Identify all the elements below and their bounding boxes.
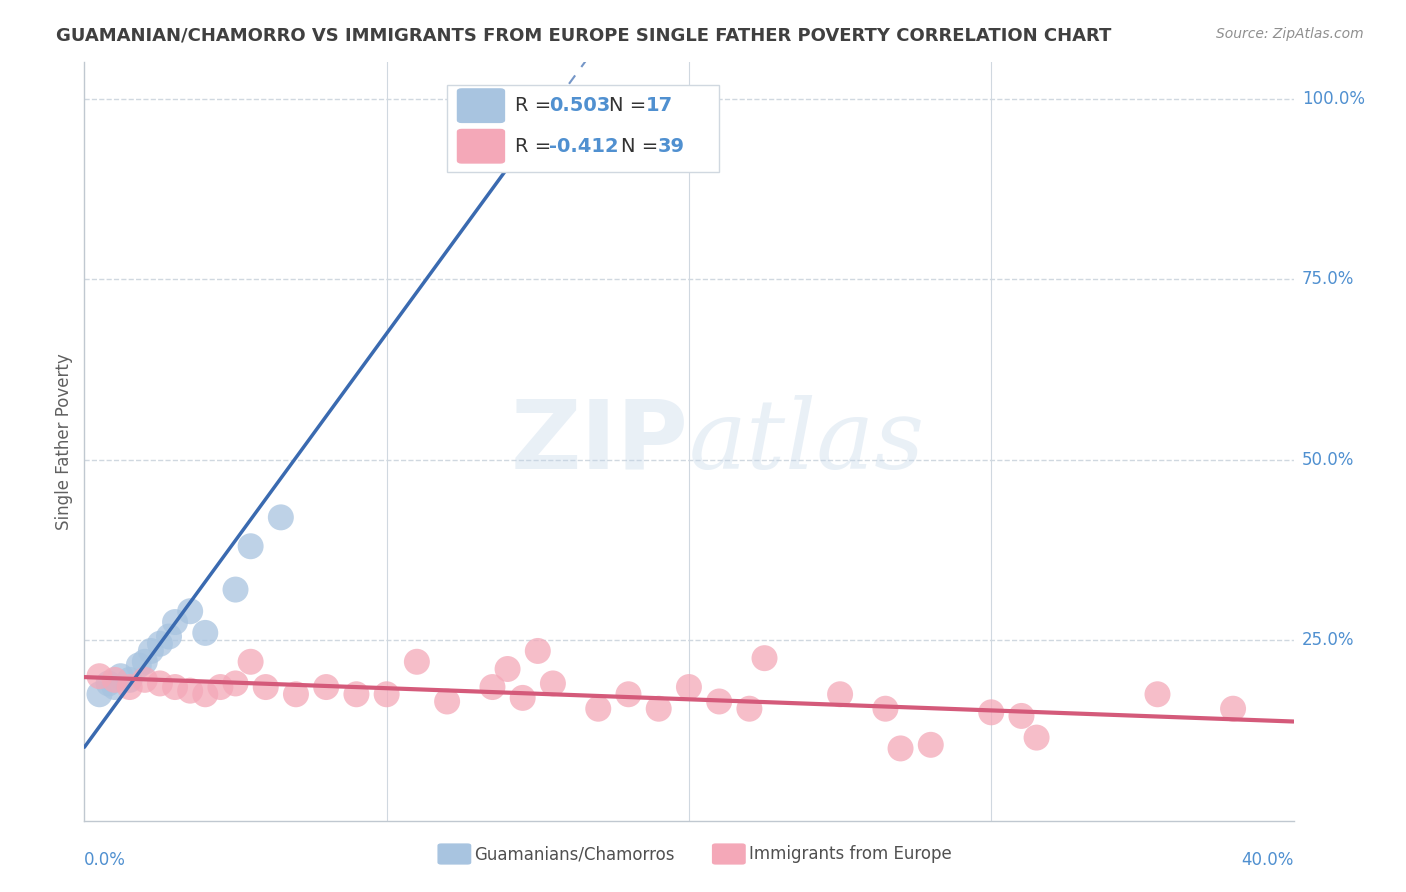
Point — [194, 687, 217, 701]
Point — [738, 702, 761, 716]
Text: 40.0%: 40.0% — [1241, 851, 1294, 869]
Point — [104, 673, 127, 687]
Point — [225, 582, 247, 597]
Point — [128, 658, 150, 673]
Point — [709, 694, 731, 708]
Text: 0.503: 0.503 — [548, 96, 610, 115]
Text: Immigrants from Europe: Immigrants from Europe — [749, 845, 952, 863]
Text: GUAMANIAN/CHAMORRO VS IMMIGRANTS FROM EUROPE SINGLE FATHER POVERTY CORRELATION C: GUAMANIAN/CHAMORRO VS IMMIGRANTS FROM EU… — [56, 27, 1112, 45]
Point — [89, 669, 111, 683]
Text: R =: R = — [515, 96, 557, 115]
Point — [890, 741, 912, 756]
Point — [110, 669, 132, 683]
Point — [315, 680, 337, 694]
Point — [225, 676, 247, 690]
Point — [118, 673, 141, 687]
Point — [980, 706, 1002, 720]
Point — [496, 662, 519, 676]
Point — [270, 510, 292, 524]
Point — [678, 680, 700, 694]
Point — [89, 687, 111, 701]
Text: 25.0%: 25.0% — [1302, 632, 1354, 649]
Y-axis label: Single Father Poverty: Single Father Poverty — [55, 353, 73, 530]
Point — [149, 637, 172, 651]
Point — [617, 687, 640, 701]
Point — [179, 683, 201, 698]
Text: 75.0%: 75.0% — [1302, 270, 1354, 288]
Point — [165, 680, 187, 694]
Point — [481, 680, 503, 694]
Point — [1011, 709, 1033, 723]
Point — [209, 680, 232, 694]
Text: R =: R = — [515, 136, 557, 156]
Point — [1146, 687, 1168, 701]
Point — [1025, 731, 1047, 745]
Point — [134, 673, 156, 687]
Point — [157, 630, 180, 644]
Point — [239, 539, 262, 553]
Point — [754, 651, 776, 665]
Point — [406, 655, 429, 669]
FancyBboxPatch shape — [447, 85, 720, 172]
Point — [830, 687, 852, 701]
Point — [134, 655, 156, 669]
Text: Guamanians/Chamorros: Guamanians/Chamorros — [474, 845, 675, 863]
Text: -0.412: -0.412 — [548, 136, 619, 156]
Point — [194, 626, 217, 640]
FancyBboxPatch shape — [711, 844, 745, 864]
Point — [346, 687, 368, 701]
Point — [541, 676, 564, 690]
Text: atlas: atlas — [689, 394, 925, 489]
Point — [588, 702, 610, 716]
Text: Source: ZipAtlas.com: Source: ZipAtlas.com — [1216, 27, 1364, 41]
Point — [139, 644, 162, 658]
Text: 39: 39 — [658, 136, 685, 156]
Point — [104, 680, 127, 694]
Point — [1222, 702, 1244, 716]
Point — [436, 694, 458, 708]
FancyBboxPatch shape — [457, 88, 505, 123]
Text: 50.0%: 50.0% — [1302, 450, 1354, 468]
Text: N =: N = — [621, 136, 665, 156]
Text: ZIP: ZIP — [510, 395, 689, 488]
Point — [149, 676, 172, 690]
Point — [285, 687, 308, 701]
Point — [875, 702, 897, 716]
Text: 0.0%: 0.0% — [84, 851, 127, 869]
Point — [239, 655, 262, 669]
FancyBboxPatch shape — [437, 844, 471, 864]
Text: 17: 17 — [645, 96, 672, 115]
Point — [527, 644, 550, 658]
Point — [512, 690, 534, 705]
Point — [254, 680, 277, 694]
Point — [920, 738, 942, 752]
FancyBboxPatch shape — [457, 128, 505, 163]
Text: N =: N = — [609, 96, 652, 115]
Point — [375, 687, 398, 701]
Point — [97, 676, 120, 690]
Point — [165, 615, 187, 629]
Point — [496, 106, 519, 120]
Text: 100.0%: 100.0% — [1302, 89, 1365, 108]
Point — [179, 604, 201, 618]
Point — [118, 680, 141, 694]
Point — [648, 702, 671, 716]
